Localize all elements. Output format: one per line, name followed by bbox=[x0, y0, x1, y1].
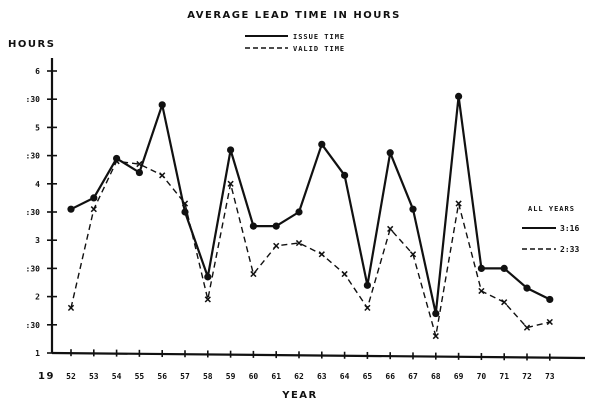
data-point-valid-time bbox=[204, 296, 211, 303]
data-point-issue-time bbox=[90, 194, 98, 202]
x-tick-label: 69 bbox=[454, 372, 464, 381]
y-tick-label: 1 bbox=[35, 349, 40, 358]
data-point-valid-time bbox=[67, 304, 75, 312]
x-axis-prefix: 19 bbox=[38, 371, 55, 382]
x-tick-label: 70 bbox=[477, 372, 487, 381]
data-point-issue-time bbox=[67, 205, 75, 213]
x-tick-label: 63 bbox=[317, 372, 327, 381]
y-tick-label: 3 bbox=[35, 236, 40, 245]
data-point-valid-time bbox=[318, 251, 325, 258]
data-point-issue-time bbox=[500, 264, 508, 272]
data-point-valid-time bbox=[364, 304, 371, 312]
data-point-valid-time bbox=[501, 299, 508, 306]
data-point-issue-time bbox=[455, 92, 463, 100]
data-point-issue-time bbox=[272, 222, 280, 230]
x-tick-label: 62 bbox=[294, 372, 304, 381]
data-point-valid-time bbox=[250, 270, 257, 278]
y-ticks: 1 :30 2 :30 3 :30 4 :30 5 :30 6 bbox=[26, 67, 57, 358]
data-point-issue-time bbox=[181, 208, 189, 216]
x-tick-label: 71 bbox=[499, 372, 509, 381]
data-point-valid-time bbox=[455, 200, 462, 207]
summary-title: ALL YEARS bbox=[528, 205, 575, 213]
data-point-issue-time bbox=[135, 168, 143, 177]
x-tick-label: 66 bbox=[385, 372, 395, 381]
x-tick-label: 56 bbox=[157, 372, 167, 381]
y-tick-label: 4 bbox=[35, 180, 40, 189]
x-axis-label: YEAR bbox=[281, 390, 318, 400]
x-tick-label: 55 bbox=[135, 372, 145, 381]
data-point-valid-time bbox=[90, 206, 97, 213]
x-tick-label: 52 bbox=[66, 372, 76, 381]
legend-valid-label: VALID TIME bbox=[293, 45, 345, 53]
data-point-valid-time bbox=[432, 332, 439, 340]
x-tick-label: 64 bbox=[340, 372, 350, 381]
axes bbox=[50, 58, 586, 360]
x-tick-label: 60 bbox=[249, 372, 259, 381]
data-point-valid-time bbox=[136, 160, 143, 168]
x-tick-label: 67 bbox=[408, 372, 418, 381]
x-axis-line bbox=[51, 351, 586, 360]
y-tick-label: :30 bbox=[26, 95, 41, 104]
data-point-issue-time bbox=[409, 205, 417, 213]
x-tick-label: 57 bbox=[180, 372, 190, 381]
y-tick-label: :30 bbox=[26, 208, 41, 217]
data-point-issue-time bbox=[477, 264, 485, 272]
legend-top: ISSUE TIME VALID TIME bbox=[245, 33, 345, 53]
y-tick-label: 2 bbox=[35, 293, 40, 302]
summary-box: ALL YEARS 3:16 2:33 bbox=[522, 205, 579, 254]
x-tick-label: 61 bbox=[271, 372, 281, 381]
data-point-valid-time bbox=[341, 270, 348, 278]
data-point-valid-time bbox=[295, 239, 303, 247]
data-point-issue-time bbox=[249, 222, 257, 230]
data-point-issue-time bbox=[158, 101, 166, 109]
data-point-issue-time bbox=[295, 208, 303, 216]
summary-valid-value: 2:33 bbox=[560, 245, 579, 254]
series-line-valid-time bbox=[70, 160, 550, 337]
series-line-issue-time bbox=[70, 95, 551, 315]
data-point-issue-time bbox=[546, 295, 554, 304]
legend-issue-label: ISSUE TIME bbox=[293, 33, 345, 41]
y-tick-label: :30 bbox=[26, 264, 41, 273]
data-point-valid-time bbox=[113, 158, 120, 165]
x-tick-label: 65 bbox=[363, 372, 373, 381]
data-point-valid-time bbox=[409, 251, 417, 258]
data-point-valid-time bbox=[181, 200, 189, 207]
data-point-issue-time bbox=[386, 149, 394, 157]
data-point-valid-time bbox=[159, 172, 166, 179]
data-point-valid-time bbox=[387, 225, 394, 233]
data-point-issue-time bbox=[363, 281, 371, 289]
x-tick-label: 54 bbox=[112, 372, 122, 381]
data-point-valid-time bbox=[546, 318, 553, 326]
x-tick-label: 59 bbox=[226, 372, 236, 381]
data-point-valid-time bbox=[478, 287, 485, 295]
x-tick-label: 73 bbox=[545, 372, 555, 381]
series-layer bbox=[67, 92, 554, 340]
x-tick-label: 58 bbox=[203, 372, 213, 381]
y-tick-label: :30 bbox=[26, 152, 41, 161]
y-tick-label: :30 bbox=[26, 321, 41, 330]
data-point-issue-time bbox=[204, 273, 212, 281]
data-point-valid-time bbox=[273, 242, 280, 249]
data-point-issue-time bbox=[341, 171, 349, 179]
data-point-valid-time bbox=[523, 324, 531, 331]
y-tick-label: 5 bbox=[35, 123, 40, 132]
y-tick-label: 6 bbox=[35, 67, 40, 76]
x-tick-label: 68 bbox=[431, 372, 441, 381]
y-axis-label: HOURS bbox=[8, 39, 55, 50]
data-point-valid-time bbox=[227, 180, 234, 187]
data-point-issue-time bbox=[227, 146, 235, 154]
data-point-issue-time bbox=[432, 309, 440, 318]
data-point-issue-time bbox=[523, 284, 531, 292]
x-tick-label: 72 bbox=[522, 372, 532, 381]
data-point-issue-time bbox=[318, 140, 326, 148]
x-ticks: 52 53 54 55 56 57 58 59 60 61 62 63 64 65 66 67 68 69 70 71… bbox=[66, 349, 555, 381]
chart-title: AVERAGE LEAD TIME IN HOURS bbox=[187, 10, 401, 21]
summary-issue-value: 3:16 bbox=[560, 224, 579, 233]
x-tick-label: 53 bbox=[89, 372, 99, 381]
